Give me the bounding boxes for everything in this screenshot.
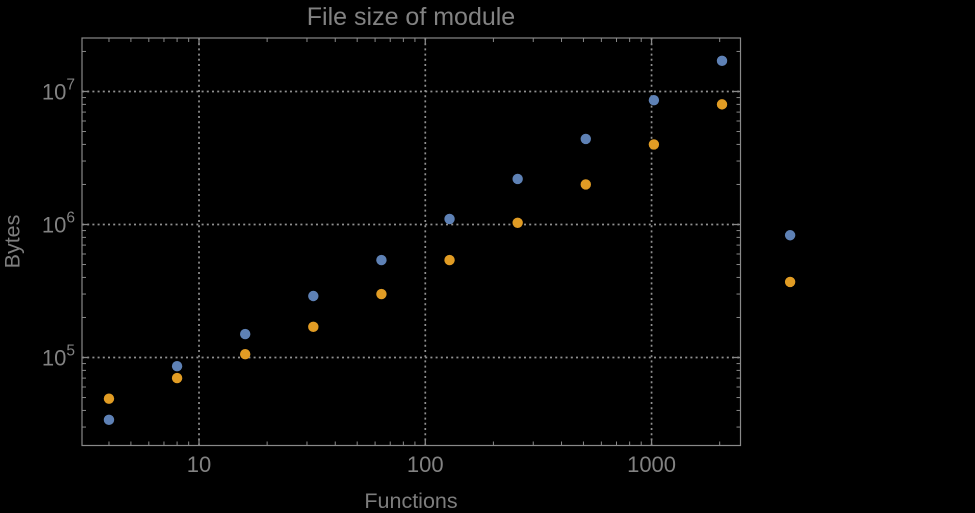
data-point-series-1-blue-x4096 (784, 230, 796, 241)
y-tick-label-10e6: 106 (42, 209, 75, 237)
data-point-series-2-orange-x512 (580, 179, 591, 190)
x-axis-label: Functions (364, 489, 458, 513)
data-point-series-2-orange-x1024 (648, 139, 660, 150)
data-point-series-1-blue-x2048 (716, 55, 728, 67)
tick-labels: 10 100 1000 105 106 107 (42, 76, 676, 477)
data-point-series-2-orange-x64 (376, 288, 387, 300)
grid-lines (82, 38, 741, 446)
data-point-series-1-blue-x256 (512, 173, 523, 185)
data-point-series-1-blue-x1024 (648, 94, 660, 106)
y-tick-label-10e7: 107 (42, 76, 75, 104)
data-point-series-2-orange-x16 (240, 348, 251, 360)
data-point-series-1-blue-x4 (103, 414, 115, 426)
data-point-series-1-blue-x128 (444, 213, 455, 225)
series-series-1-blue (103, 55, 796, 426)
data-point-series-1-blue-x16 (240, 328, 251, 340)
data-point-series-1-blue-x32 (308, 290, 319, 302)
y-axis-label: Bytes (0, 214, 25, 269)
x-tick-label-1000: 1000 (627, 452, 676, 477)
y-tick-label-10e5: 105 (42, 343, 75, 371)
chart-title: File size of module (306, 3, 516, 31)
data-point-series-1-blue-x8 (171, 361, 183, 372)
data-point-series-1-blue-x512 (580, 133, 591, 145)
data-point-series-2-orange-x32 (308, 321, 319, 333)
data-point-series-1-blue-x64 (376, 254, 387, 266)
data-point-series-2-orange-x256 (512, 217, 523, 228)
plot-frame (81, 37, 742, 447)
data-point-series-2-orange-x8 (171, 372, 183, 384)
series-series-2-orange (103, 99, 796, 404)
data-point-series-2-orange-x128 (444, 254, 455, 266)
data-point-series-2-orange-x2048 (716, 99, 728, 110)
x-tick-label-10: 10 (187, 452, 211, 477)
x-tick-label-100: 100 (407, 452, 444, 477)
axis-ticks (82, 38, 741, 446)
data-point-series-2-orange-x4 (103, 393, 115, 404)
data-point-series-2-orange-x4096 (784, 276, 796, 288)
